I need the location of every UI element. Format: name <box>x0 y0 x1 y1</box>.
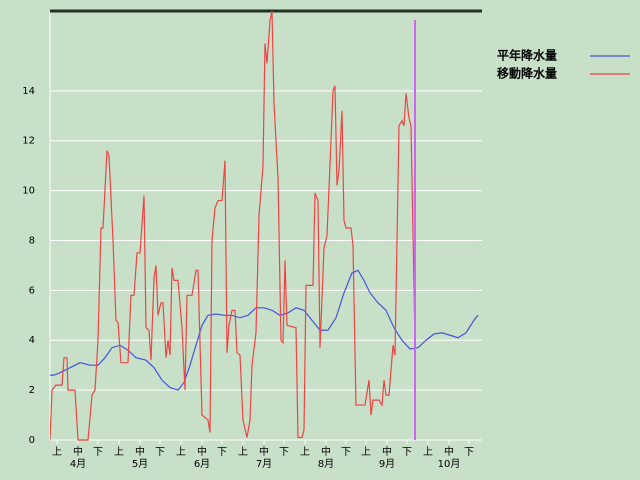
x-tick-label: 上 <box>176 446 186 458</box>
y-tick-label: 12 <box>22 136 35 147</box>
month-label: 7月 <box>256 458 272 470</box>
x-tick-label: 中 <box>382 445 392 458</box>
x-tick-label: 中 <box>73 445 83 458</box>
x-tick-label: 中 <box>321 445 331 458</box>
series-line <box>50 269 479 391</box>
x-tick-label: 上 <box>423 446 433 458</box>
y-tick-label: 14 <box>22 86 35 97</box>
month-label: 10月 <box>438 458 461 470</box>
x-tick-label: 上 <box>238 446 248 458</box>
month-label: 4月 <box>70 458 86 470</box>
x-tick-label: 上 <box>361 446 371 458</box>
y-tick-label: 2 <box>29 385 35 396</box>
y-tick-label: 0 <box>29 435 35 446</box>
x-tick-label: 下 <box>217 447 227 458</box>
x-tick-label: 下 <box>464 447 474 458</box>
legend-label: 移動降水量 <box>497 66 557 81</box>
month-label: 5月 <box>132 458 148 470</box>
x-tick-label: 下 <box>341 447 351 458</box>
month-label: 6月 <box>194 458 210 470</box>
x-tick-label: 中 <box>444 445 454 458</box>
x-tick-label: 中 <box>135 445 145 458</box>
month-label: 9月 <box>379 458 395 470</box>
y-tick-label: 4 <box>29 335 35 346</box>
x-tick-label: 下 <box>155 447 165 458</box>
x-tick-label: 上 <box>52 446 62 458</box>
x-tick-label: 下 <box>93 447 103 458</box>
month-label: 8月 <box>318 458 334 470</box>
y-tick-label: 8 <box>29 235 35 246</box>
series-line <box>50 10 416 441</box>
x-tick-label: 上 <box>114 446 124 458</box>
x-tick-label: 下 <box>402 447 412 458</box>
x-tick-label: 下 <box>279 447 289 458</box>
legend-label: 平年降水量 <box>497 48 557 63</box>
x-tick-label: 中 <box>197 445 207 458</box>
y-tick-label: 6 <box>29 285 35 296</box>
x-tick-label: 上 <box>300 446 310 458</box>
y-tick-label: 10 <box>22 186 35 197</box>
x-tick-label: 中 <box>259 445 269 458</box>
